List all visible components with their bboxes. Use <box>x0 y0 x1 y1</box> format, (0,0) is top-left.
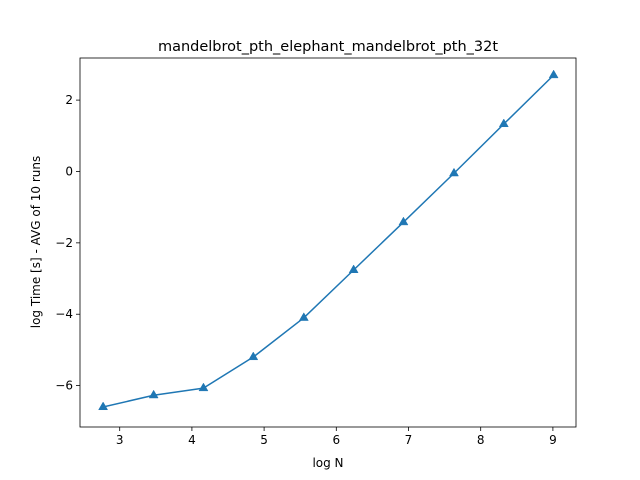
x-tick-label: 7 <box>405 433 413 447</box>
data-point-marker <box>449 167 459 177</box>
x-tick-label: 8 <box>477 433 485 447</box>
data-point-marker <box>548 69 559 79</box>
x-axis-label: log N <box>312 456 343 470</box>
chart-title: mandelbrot_pth_elephant_mandelbrot_pth_3… <box>158 39 498 55</box>
data-point-marker <box>298 312 309 321</box>
y-tick-label: −2 <box>55 236 73 250</box>
y-tick-label: 2 <box>65 93 73 107</box>
data-point-marker <box>98 401 109 411</box>
data-point-marker <box>398 216 409 226</box>
x-tick-label: 3 <box>116 433 124 447</box>
plot-area: 3 4 5 6 7 8 9 −6 −4 −2 0 2 <box>55 57 577 447</box>
data-point-marker <box>498 118 509 128</box>
x-tick-label: 5 <box>260 433 268 447</box>
series-line <box>102 74 555 408</box>
data-point-marker <box>148 389 159 399</box>
x-tick-label: 9 <box>549 433 557 447</box>
y-tick-label: −4 <box>55 307 73 321</box>
data-point-marker <box>198 382 209 392</box>
y-tick-label: 0 <box>65 164 73 178</box>
data-point-marker <box>348 264 359 273</box>
x-tick-label: 4 <box>188 433 196 447</box>
x-tick-label: 6 <box>332 433 340 447</box>
data-point-marker <box>248 351 259 361</box>
y-axis-label: log Time [s] - AVG of 10 runs <box>29 156 43 329</box>
y-tick-label: −6 <box>55 379 73 393</box>
